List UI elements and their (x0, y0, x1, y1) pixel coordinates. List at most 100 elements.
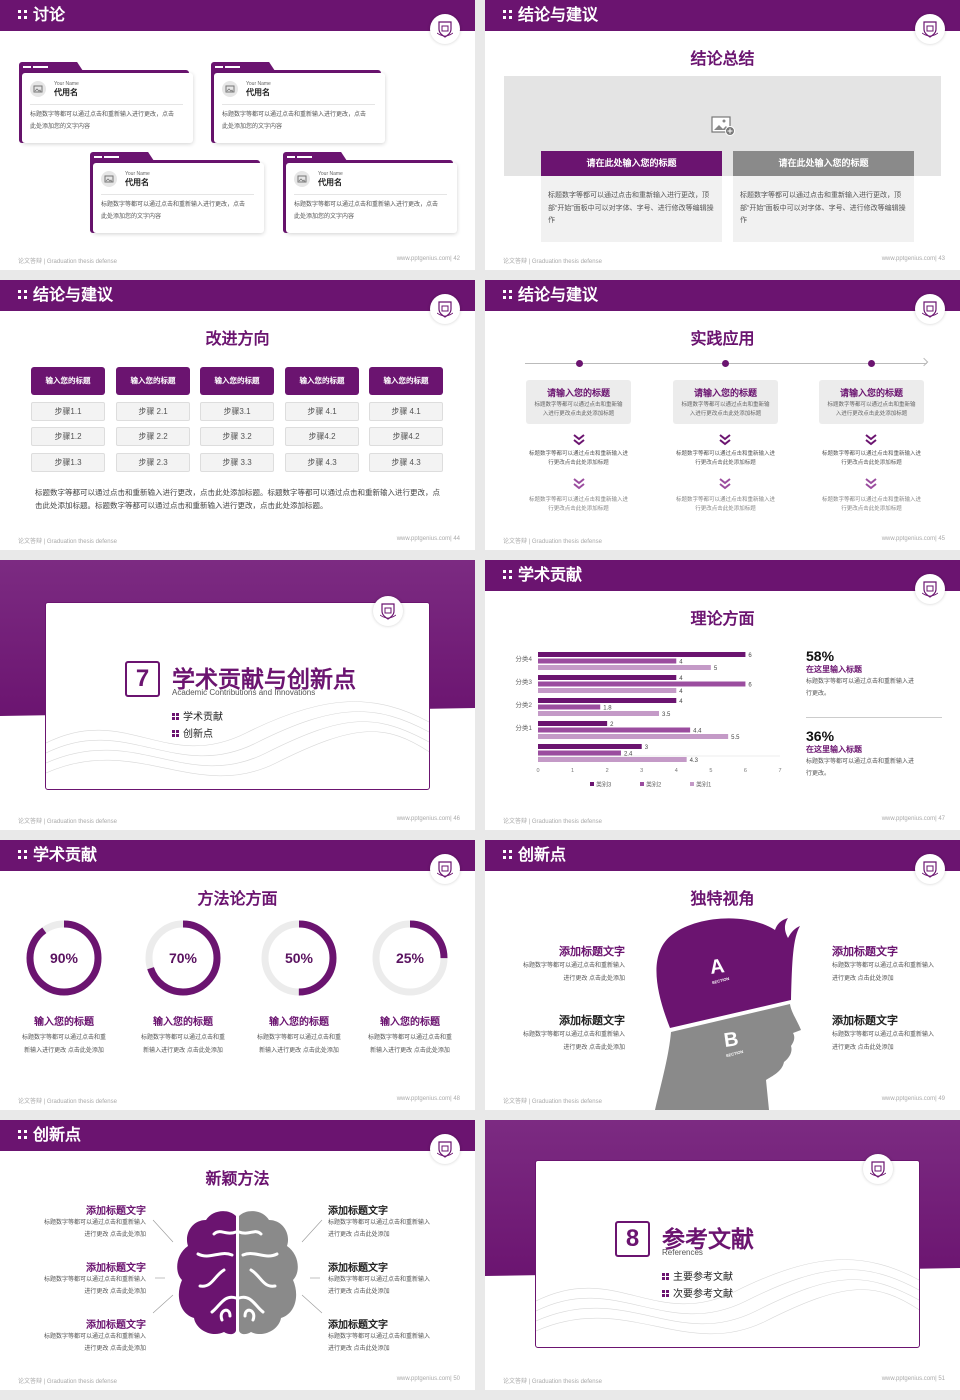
slide-methodology[interactable]: 学术贡献 论文答辩 | Graduation thesis defense www.… (0, 840, 475, 1110)
step-text: 标题数字等都可以通过点击和重新输入进行更改点击此处添加标题 (681, 402, 770, 417)
slide-discussion[interactable]: 讨论 论文答辩 | Graduation thesis defense www.pp… (0, 0, 475, 270)
slide-unique-perspective[interactable]: 创新点 论文答辩 | Graduation thesis defense www.p… (485, 840, 960, 1110)
slide-practical-application[interactable]: 结论与建议 论文答辩 | Graduation thesis defense www… (485, 280, 960, 550)
step-box[interactable]: 步骤 4.3 (369, 453, 443, 472)
profile-card[interactable]: Your Name 代用名 标题数字等都可以通过点击和重新输入进行更改，点击此处添加… (19, 62, 193, 143)
footer-site: www.pptgenius.com50 (397, 1376, 460, 1382)
step-card[interactable]: 请输入您的标题 标题数字等都可以通过点击和重新输入进行更改点击此处添加标题 (526, 380, 631, 424)
x-tick-label: 4 (675, 768, 678, 774)
section-bullet[interactable]: 学术贡献 (172, 708, 223, 723)
step-box[interactable]: 步骤1.2 (31, 427, 105, 446)
footer-site: www.pptgenius.com49 (882, 1096, 945, 1102)
image-add-icon[interactable] (711, 116, 735, 141)
university-logo (373, 596, 403, 626)
brain-folds (196, 1230, 238, 1322)
ring-progress (26, 920, 102, 996)
grid-dots-icon (18, 290, 28, 300)
header-bar: 结论与建议 (485, 280, 960, 311)
progress-ring (145, 920, 221, 996)
column-header[interactable]: 输入您的标题 (369, 367, 443, 395)
university-logo (430, 854, 460, 884)
ring-percent: 70% (168, 950, 198, 966)
bar (538, 750, 621, 756)
section-bullet[interactable]: 创新点 (172, 725, 213, 740)
step-box[interactable]: 步骤1.1 (31, 402, 105, 421)
header-title: 结论与建议 (33, 287, 114, 304)
footer-text: 论文答辩 | Graduation thesis defense (18, 1379, 117, 1385)
card-body: Your Name 代用名 标题数字等都可以通过点击和重新输入进行更改，点击此处添加… (22, 73, 193, 143)
university-logo (430, 294, 460, 324)
avatar-image-icon (294, 171, 310, 187)
chevron-down-icon (864, 477, 878, 495)
step-card[interactable]: 请输入您的标题 标题数字等都可以通过点击和重新输入进行更改点击此处添加标题 (673, 380, 778, 424)
slide-novel-method[interactable]: 创新点 论文答辩 | Graduation thesis defense www.p… (0, 1120, 475, 1390)
step-box[interactable]: 步骤 2.3 (116, 453, 190, 472)
column-header[interactable]: 输入您的标题 (116, 367, 190, 395)
chevron-down-icon (864, 433, 878, 451)
footer-site: www.pptgenius.com46 (397, 816, 460, 822)
stat-text: 标题数字等都可以通过点击和重新输入进行更改。 (806, 679, 915, 697)
profile-card[interactable]: Your Name 代用名 标题数字等都可以通过点击和重新输入进行更改，点击此处添加… (211, 62, 385, 143)
step-detail: 标题数字等都可以通过点击和重新输入进行更改点击此处添加标题 (676, 497, 776, 512)
block-title: 添加标题文字 (328, 1206, 388, 1217)
data-label: 4 (679, 689, 683, 695)
data-label: 5 (714, 666, 718, 672)
section-card (535, 1160, 920, 1348)
card-divider (294, 194, 447, 195)
step-box[interactable]: 步骤 2.1 (116, 402, 190, 421)
x-tick-label: 1 (571, 768, 574, 774)
header-bar: 创新点 (485, 840, 960, 871)
ring-text: 标题数字等都可以通过点击和重新输入进行更改 点击此处添加 (257, 1035, 342, 1054)
ring-percent: 50% (284, 950, 314, 966)
bar (538, 704, 601, 710)
slide-improvement-direction[interactable]: 结论与建议 论文答辩 | Graduation thesis defense www… (0, 280, 475, 550)
step-box[interactable]: 步骤3.1 (200, 402, 274, 421)
section-bullet[interactable]: 次要参考文献 (662, 1285, 733, 1300)
category-label: 分类1 (515, 723, 532, 732)
column-header[interactable]: 输入您的标题 (200, 367, 274, 395)
progress-ring (261, 920, 337, 996)
step-box[interactable]: 步骤 3.3 (200, 453, 274, 472)
profile-card[interactable]: Your Name 代用名 标题数字等都可以通过点击和重新输入进行更改，点击此处添加… (283, 152, 457, 233)
ring-percent: 90% (49, 950, 79, 966)
step-box[interactable]: 步骤 2.2 (116, 427, 190, 446)
step-detail: 标题数字等都可以通过点击和重新输入进行更改点击此处添加标题 (822, 451, 922, 466)
brain-folds (237, 1230, 279, 1322)
section-bullet[interactable]: 主要参考文献 (662, 1268, 733, 1283)
website: www.pptgenius.com (396, 256, 451, 262)
arrow-right-icon (919, 357, 929, 367)
category-label: 分类3 (515, 677, 532, 686)
slide-section-8[interactable]: 论文答辩 | Graduation thesis defense www.pptg… (485, 1120, 960, 1390)
name-cn: 代用名 (246, 88, 270, 97)
step-box[interactable]: 步骤 4.3 (285, 453, 359, 472)
slide-conclusion-summary[interactable]: 结论与建议 论文答辩 | Graduation thesis defense www… (485, 0, 960, 270)
column-header[interactable]: 输入您的标题 (285, 367, 359, 395)
step-box[interactable]: 步骤4.2 (285, 427, 359, 446)
bar (538, 658, 677, 664)
data-label: 4 (679, 660, 683, 666)
grid-dots-icon (503, 290, 513, 300)
page-number: 48 (450, 1096, 460, 1102)
footer-site: www.pptgenius.com43 (882, 256, 945, 262)
step-box[interactable]: 步骤4.2 (369, 427, 443, 446)
step-box[interactable]: 步骤1.3 (31, 453, 105, 472)
box-title[interactable]: 请在此处输入您的标题 (541, 151, 722, 176)
step-box[interactable]: 步骤 4.1 (285, 402, 359, 421)
slide-section-7[interactable]: 论文答辩 | Graduation thesis defense www.pptg… (0, 560, 475, 830)
category-label: 分类4 (515, 654, 532, 663)
bar (538, 711, 659, 716)
header-title: 结论与建议 (518, 7, 599, 24)
bar (538, 744, 642, 749)
ring-title: 输入您的标题 (153, 1017, 213, 1028)
column-header[interactable]: 输入您的标题 (31, 367, 105, 395)
step-card[interactable]: 请输入您的标题 标题数字等都可以通过点击和重新输入进行更改点击此处添加标题 (819, 380, 924, 424)
profile-card[interactable]: Your Name 代用名 标题数字等都可以通过点击和重新输入进行更改，点击此处添加… (90, 152, 264, 233)
footer-text: 论文答辩 | Graduation thesis defense (18, 1099, 117, 1105)
step-box[interactable]: 步骤 4.1 (369, 402, 443, 421)
card-body: Your Name 代用名 标题数字等都可以通过点击和重新输入进行更改，点击此处添加… (286, 163, 457, 233)
page-number: 46 (450, 816, 460, 822)
section-card (45, 602, 430, 790)
step-box[interactable]: 步骤 3.2 (200, 427, 274, 446)
slide-theory-chart[interactable]: 学术贡献 论文答辩 | Graduation thesis defense www.… (485, 560, 960, 830)
box-title[interactable]: 请在此处输入您的标题 (733, 151, 914, 176)
